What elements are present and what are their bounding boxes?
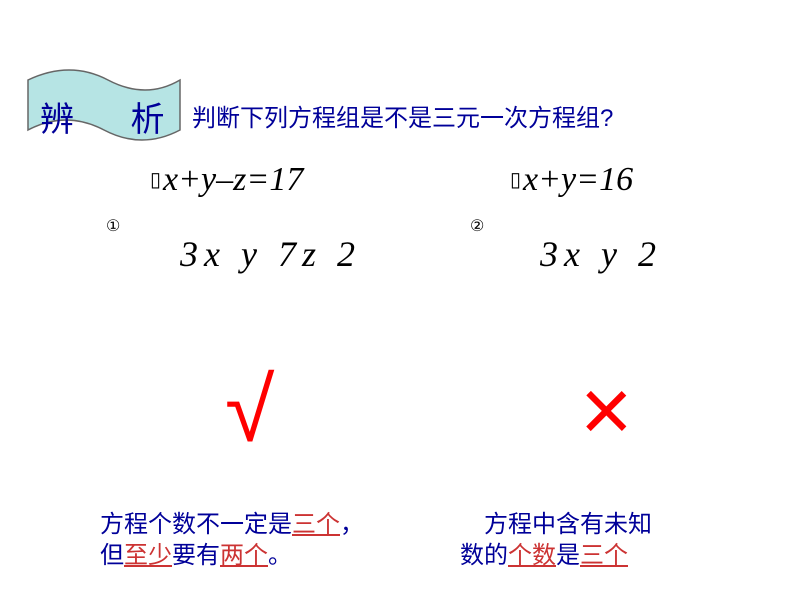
exp1-t2: 三个	[292, 512, 340, 538]
eq2-line1: ▯x+y=16	[510, 160, 662, 201]
eq2-number: ②	[470, 216, 484, 236]
exp1-line1: 方程个数不一定是三个，	[100, 510, 364, 541]
exp2-t3: 个数	[508, 543, 556, 569]
eq1-line1: ▯x+y–z=17	[150, 160, 361, 201]
exp2-t5: 三个	[580, 543, 628, 569]
eq2-box-icon: ▯	[510, 169, 521, 191]
exp2-t1: 方程中含有未知	[484, 512, 652, 538]
exp2-t4: 是	[556, 543, 580, 569]
question-text: 判断下列方程组是不是三元一次方程组?	[192, 98, 613, 133]
exp2-t2: 数的	[460, 543, 508, 569]
exp1-t8: 。	[268, 543, 292, 569]
eq1-expr1: x+y–z=17	[163, 161, 303, 198]
exp1-t4: 但	[100, 543, 124, 569]
eq2-line2: 3x y 2	[540, 233, 662, 275]
eq1-box-icon: ▯	[150, 169, 161, 191]
exp1-line2: 但至少要有两个。	[100, 541, 364, 572]
eq1-number: ①	[106, 216, 120, 236]
explanation-1: 方程个数不一定是三个， 但至少要有两个。	[100, 510, 364, 572]
flag-label: 辨 析	[40, 92, 189, 141]
explanation-2: 方程中含有未知 数的个数是三个	[460, 510, 652, 572]
exp1-t5: 至少	[124, 543, 172, 569]
eq1-line2: 3x y 7z 2	[180, 233, 361, 275]
exp1-t1: 方程个数不一定是	[100, 512, 292, 538]
equation-group-2: ▯x+y=16 3x y 2	[510, 160, 662, 275]
exp1-t6: 要有	[172, 543, 220, 569]
cross-mark: ×	[580, 360, 633, 463]
eq2-expr1: x+y=16	[523, 161, 633, 198]
exp2-line1: 方程中含有未知	[460, 510, 652, 541]
exp1-t7: 两个	[220, 543, 268, 569]
equation-group-1: ▯x+y–z=17 3x y 7z 2	[150, 160, 361, 275]
check-mark: √	[225, 360, 274, 463]
exp1-t3: ，	[340, 512, 364, 538]
exp2-line2: 数的个数是三个	[460, 541, 652, 572]
